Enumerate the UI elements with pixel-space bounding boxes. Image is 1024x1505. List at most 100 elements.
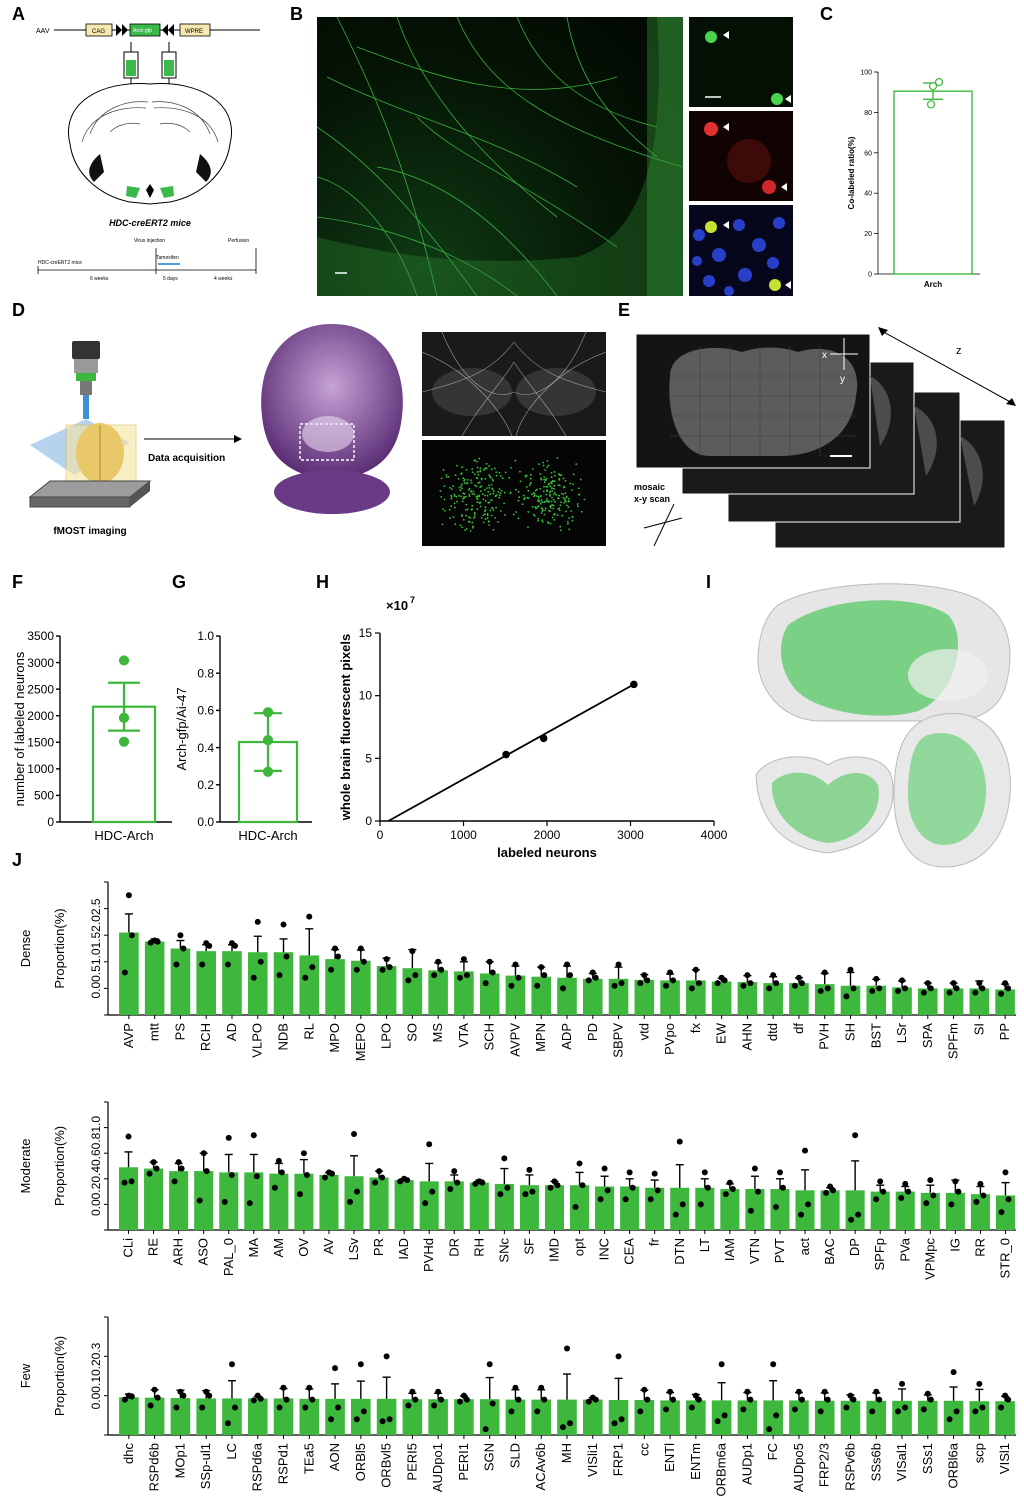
fluorescent-dot — [460, 485, 462, 488]
fluorescent-dot — [547, 522, 550, 525]
fluorescent-dot — [546, 460, 549, 462]
x-tick-label: SSs6b — [868, 1443, 883, 1481]
fluorescent-dot — [484, 510, 486, 513]
chart-j-dense: 0.00.51.01.52.02.5 Proportion(%) Dense AVP m… — [20, 881, 1016, 1061]
y-axis-label: Co-labeled ratio(%) — [847, 136, 856, 209]
fluorescent-dot — [533, 493, 536, 495]
fluorescent-dot — [453, 495, 456, 497]
fluorescent-dot — [473, 513, 476, 516]
fluorescent-dot — [464, 529, 466, 531]
fluorescent-dot — [560, 501, 562, 504]
fluorescent-dot — [476, 501, 479, 503]
data-point — [118, 712, 130, 723]
data-point — [902, 1180, 909, 1187]
fluorescent-dot — [480, 517, 483, 519]
bar-FRP1 — [608, 1399, 629, 1435]
data-point — [776, 1169, 783, 1176]
fluorescent-dot — [473, 511, 476, 514]
x-tick-label: RH — [471, 1238, 486, 1257]
fluorescent-dot — [471, 492, 474, 495]
fluorescent-dot — [558, 509, 561, 512]
bar-ADP — [557, 977, 577, 1015]
fluorescent-dot — [542, 461, 544, 464]
bar-MPO — [325, 959, 345, 1015]
fluorescent-dot — [492, 509, 495, 511]
bar-TEa5 — [299, 1398, 320, 1435]
fluorescent-dot — [457, 478, 460, 480]
axis-multiplier: ×10 — [386, 598, 408, 613]
mouse-label: HDC-creERT2 mice — [109, 218, 191, 228]
data-point — [592, 1396, 599, 1403]
x-tick-label: SBPV — [611, 1023, 626, 1058]
data-point — [772, 1203, 779, 1210]
data-point — [335, 953, 342, 960]
fluorescent-dot — [454, 523, 457, 526]
fluorescent-dot — [531, 493, 533, 496]
x-tick-label: PS — [172, 1023, 187, 1041]
data-point — [404, 1177, 411, 1184]
bar-SSs6b — [866, 1400, 887, 1435]
data-point — [538, 1384, 545, 1391]
fluorescent-dot — [449, 517, 451, 519]
fluorescent-dot — [479, 469, 482, 472]
data-point — [302, 1404, 309, 1411]
fluorescent-dot — [553, 484, 556, 487]
data-point — [805, 1201, 812, 1208]
data-point — [615, 1353, 622, 1360]
data-point — [224, 961, 231, 968]
data-point — [615, 961, 622, 968]
data-point — [670, 1396, 677, 1403]
x-tick-label: HDC-Arch — [238, 828, 297, 843]
fluorescent-dot — [465, 469, 468, 471]
fluorescent-dot — [474, 515, 476, 518]
cag-label: CAG — [92, 29, 105, 35]
fluorescent-dot — [473, 473, 476, 475]
fluorescent-dot — [548, 482, 551, 485]
data-point — [306, 913, 313, 920]
fluorescent-dot — [461, 526, 464, 529]
data-point — [302, 974, 309, 981]
fluorescent-dot — [484, 513, 486, 516]
x-tick-label: RSPd6a — [250, 1442, 265, 1491]
fluorescent-dot — [523, 496, 526, 499]
fluorescent-dot — [494, 495, 497, 497]
fluorescent-dot — [549, 485, 552, 488]
fluorescent-dot — [490, 483, 493, 486]
data-point — [280, 1384, 287, 1391]
data-point — [877, 1178, 884, 1185]
y-tick-label: 10 — [359, 689, 373, 703]
fluorescent-dot — [461, 515, 463, 518]
fluorescent-dot — [479, 490, 482, 493]
fluorescent-dot — [553, 513, 555, 516]
chart-j-few: 0.00.10.20.3 Proportion(%) Few dhc RSPd6b MOp… — [20, 1316, 1016, 1496]
fluorescent-dot — [557, 497, 559, 500]
fluorescent-dot — [460, 473, 462, 475]
bar-MPN — [531, 976, 552, 1015]
fluorescent-dot — [474, 484, 476, 487]
tl-5days: 5 days — [163, 276, 178, 282]
data-point — [920, 1406, 927, 1413]
fluorescent-dot — [444, 509, 446, 512]
fluorescent-dot — [533, 514, 536, 517]
bar-SH — [840, 985, 861, 1015]
data-point — [747, 1396, 754, 1403]
fluorescent-dot — [488, 474, 491, 476]
data-point — [206, 942, 213, 949]
x-tick-label: VISal1 — [894, 1443, 909, 1481]
x-tick-label: STR_0 — [997, 1238, 1012, 1278]
x-tick-label: PERI5 — [404, 1443, 419, 1481]
fluorescent-dot — [482, 493, 484, 496]
x-tick-label: SGN — [482, 1443, 497, 1471]
data-point — [447, 1186, 454, 1193]
data-point — [328, 966, 335, 973]
x-tick-label: act — [797, 1238, 812, 1256]
fluorescent-dot — [510, 466, 512, 469]
bar-VISli1 — [582, 1399, 603, 1435]
fluorescent-dot — [445, 474, 448, 476]
x-tick-label: PP — [997, 1023, 1012, 1040]
micrograph-green — [689, 17, 793, 107]
fluorescent-dot — [486, 514, 489, 517]
y-axis-label: Proportion(%) — [52, 1336, 67, 1416]
data-point — [667, 1388, 674, 1395]
data-point — [726, 1179, 733, 1186]
